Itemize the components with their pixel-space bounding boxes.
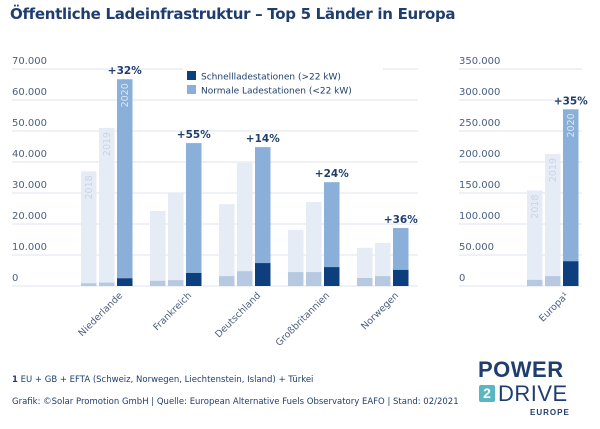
bar-year-label: 2019 (548, 158, 559, 182)
bar-normal-2018 (219, 204, 235, 277)
y-tick-label: 250.000 (459, 118, 500, 129)
legend-swatch-normal (187, 85, 196, 94)
legend-label-fast: Schnellladestationen (>22 kW) (201, 73, 341, 83)
footnote-marker: 1 (12, 375, 18, 385)
y-tick-label: 200.000 (459, 149, 500, 160)
bar-year-label: 2020 (120, 83, 131, 107)
bars (81, 79, 579, 286)
legend-background (183, 67, 383, 97)
bar-normal-2019 (375, 242, 391, 277)
bar-normal-2019 (168, 193, 184, 281)
logo-europe: EUROPE (530, 408, 570, 417)
bar-fast-2018 (219, 276, 235, 286)
x-category-label: Deutschland (213, 290, 263, 340)
growth-label: +55% (177, 129, 211, 141)
bar-normal-2018 (81, 171, 97, 284)
legend-label-normal: Normale Ladestationen (<22 kW) (201, 87, 352, 97)
x-category-label: Norwegen (359, 290, 401, 332)
bar-normal-2019 (237, 162, 253, 272)
bar-fast-2019 (237, 271, 253, 286)
bar-fast-2019 (99, 282, 115, 286)
y-tick-label: 20.000 (12, 211, 47, 222)
y-tick-label: 30.000 (12, 180, 47, 191)
bar-year-label: 2019 (102, 132, 113, 156)
x-category-label: Niederlande (77, 290, 126, 339)
bar-year-label: 2020 (566, 113, 577, 137)
legend: Schnellladestationen (>22 kW) Normale La… (183, 67, 383, 97)
bar-normal-2019 (306, 201, 322, 273)
growth-label: +32% (108, 65, 142, 77)
chart-area: 0 10.000 20.000 30.000 40.000 50.000 60.000 70.… (12, 56, 588, 349)
bar-fast-2020 (117, 278, 133, 286)
bar-fast-2018 (288, 272, 304, 286)
legend-swatch-fast (187, 71, 196, 80)
footnote-text: EU + GB + EFTA (Schweiz, Norwegen, Liech… (17, 375, 314, 385)
bar-fast-2019 (375, 276, 391, 286)
logo-drive: DRIVE (498, 381, 568, 406)
bar-normal-2020 (563, 109, 579, 262)
bar-fast-2019 (306, 272, 322, 286)
bar-normal-2019 (99, 127, 115, 283)
bar-fast-2018 (81, 283, 97, 286)
bar-fast-2018 (357, 277, 373, 286)
logo-2-icon: 2 (479, 385, 495, 402)
y-tick-label: 100.000 (459, 211, 500, 222)
logo-power: POWER (478, 357, 564, 382)
x-category-label: Frankreich (151, 290, 194, 333)
bar-normal-2020 (255, 147, 271, 264)
bar-fast-2020 (186, 272, 202, 286)
growth-label: +35% (554, 95, 588, 107)
chart-title: Öffentliche Ladeinfrastruktur – Top 5 Lä… (10, 5, 456, 23)
bar-fast-2020 (324, 267, 340, 286)
bar-normal-2018 (150, 210, 166, 281)
bar-fast-2020 (393, 269, 409, 286)
x-category-label: Großbritannien (274, 290, 332, 348)
bar-normal-2019 (545, 153, 561, 277)
y-tick-label: 350.000 (459, 56, 500, 67)
y-tick-label: 40.000 (12, 149, 47, 160)
y-tick-label: 300.000 (459, 87, 500, 98)
bar-fast-2019 (168, 280, 184, 286)
bar-year-label: 2018 (84, 175, 95, 199)
bar-normal-2018 (288, 229, 304, 273)
growth-label: +36% (384, 214, 418, 226)
bar-normal-2018 (527, 190, 543, 280)
bar-fast-2020 (563, 261, 579, 286)
y-tick-label: 50.000 (12, 118, 47, 129)
y-tick-label: 50.000 (459, 242, 494, 253)
grid-right: 0 50.000 100.000 150.000 200.000 250.000 300.0… (459, 56, 582, 287)
bar-fast-2020 (255, 263, 271, 286)
bar-year-label: 2018 (530, 195, 541, 219)
bar-normal-2020 (186, 143, 202, 273)
grid-left: 0 10.000 20.000 30.000 40.000 50.000 60.000 70.… (12, 56, 418, 287)
y-tick-label: 60.000 (12, 87, 47, 98)
y-tick-label: 70.000 (12, 56, 47, 67)
bar-fast-2018 (150, 280, 166, 286)
bar-normal-2020 (324, 182, 340, 268)
y-tick-label: 0 (12, 273, 18, 284)
y-tick-label: 0 (459, 273, 465, 284)
bar-normal-2018 (357, 247, 373, 278)
x-category-label: Europa¹ (537, 290, 571, 324)
growth-label: +14% (246, 133, 280, 145)
bar-fast-2019 (545, 276, 561, 286)
y-tick-label: 10.000 (12, 242, 47, 253)
footnote: 1 EU + GB + EFTA (Schweiz, Norwegen, Lie… (12, 375, 313, 385)
source-credit: Grafik: ©Solar Promotion GmbH | Quelle: … (12, 397, 459, 407)
y-tick-label: 150.000 (459, 180, 500, 191)
bar-normal-2020 (117, 79, 133, 279)
bar-normal-2020 (393, 228, 409, 270)
power2drive-logo: POWER 2 DRIVE EUROPE (470, 357, 595, 427)
bar-fast-2018 (527, 279, 543, 286)
growth-label: +24% (315, 168, 349, 180)
